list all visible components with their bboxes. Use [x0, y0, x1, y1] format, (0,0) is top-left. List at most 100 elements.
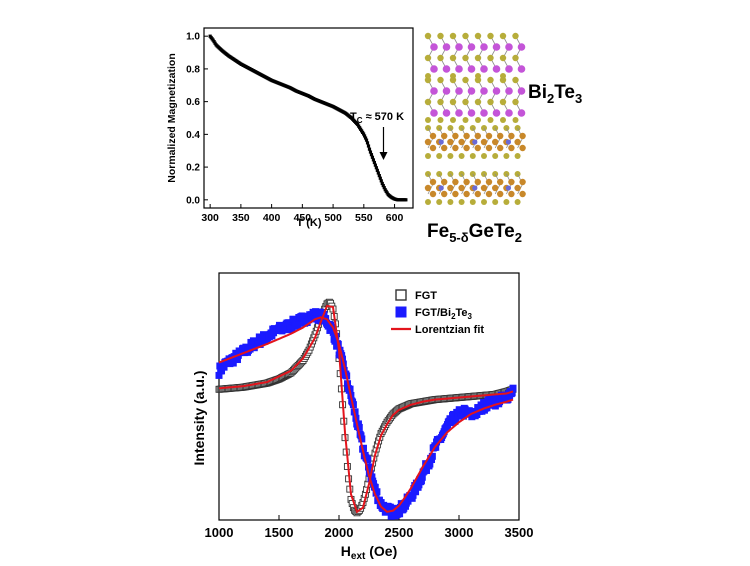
chart2-series [215, 298, 517, 520]
bi-atom [517, 65, 526, 73]
legend-bite-label: FGT/Bi2Te3 [415, 307, 473, 321]
magnetization-chart: 300 350 400 450 500 550 6000.00.20.40.60.81.0 … [166, 27, 414, 229]
chart1-y-axis-label: Normalized Magnetization [166, 53, 178, 183]
chart1-frame [203, 27, 414, 209]
te-atom [469, 199, 476, 205]
chart1-point [383, 188, 387, 192]
te-atom [424, 32, 432, 40]
bi-atom [467, 65, 476, 73]
fe-atom [441, 132, 448, 140]
fgt-bite-point [373, 488, 381, 496]
tc-arrow-head [379, 152, 388, 160]
te-atom [514, 199, 521, 205]
chart1-point [374, 166, 378, 170]
bi-atom [467, 87, 476, 95]
fgt-bite-point [215, 371, 223, 379]
fe-atom [480, 184, 488, 192]
fe-atom [441, 190, 448, 198]
fe-atom [508, 132, 515, 140]
legend-fgt-label: FGT [415, 290, 437, 302]
chart1-y-tick-label: 0.6 [186, 97, 200, 108]
fgt-bite-point [293, 317, 301, 325]
chart2-x-tick-label: 2000 [325, 525, 354, 540]
bi-atom [430, 109, 438, 117]
chart1-ticks: 300 350 400 450 500 550 600 0.0 0.2 0.4 0.6 0.8 1.0 [186, 32, 403, 224]
te-atom [512, 117, 519, 123]
bi-atom [430, 65, 438, 73]
fe-atom [447, 138, 454, 146]
chart1-x-tick-label: 450 [294, 212, 312, 224]
chart2-x-tick-label: 2500 [385, 525, 414, 540]
chart1-points [208, 34, 408, 202]
te-atom [437, 117, 444, 123]
bi-atom [492, 109, 501, 117]
chart1-x-tick-label: 550 [355, 212, 373, 224]
chart1-x-tick-label: 500 [324, 212, 342, 224]
tc-annotation: TC ≈ 570 K [350, 111, 404, 160]
fgt-bite-point [365, 463, 373, 471]
svg-text:TC ≈ 570 K: TC ≈ 570 K [350, 111, 404, 125]
fe-atom [474, 144, 481, 152]
legend-fgt-marker [395, 289, 407, 301]
fgt-bite-point [220, 363, 228, 371]
chart1-point [370, 155, 375, 159]
bi-atom [455, 109, 463, 117]
te-atom [481, 153, 487, 159]
chart1-point [404, 198, 408, 202]
bi-atom [480, 65, 488, 73]
bi2te3-layers [424, 32, 526, 123]
fgt-bite-point [355, 423, 363, 431]
bi-atom [442, 109, 451, 117]
te-atom [499, 32, 507, 40]
te-atom [449, 98, 457, 106]
fe-atom [463, 144, 470, 152]
te-atom [481, 199, 487, 205]
fe-atom [485, 144, 493, 152]
chart1-point [366, 144, 371, 148]
ge-atom [438, 139, 444, 145]
chart1-point [372, 160, 376, 165]
te-atom [437, 54, 444, 62]
chart1-y-tick-label: 1.0 [186, 32, 200, 43]
chart1-y-tick-label: 0.4 [186, 130, 200, 141]
te-atom [475, 117, 481, 123]
fgt-bite-point [366, 469, 374, 477]
bi-atom [517, 87, 526, 95]
te-atom [437, 76, 444, 84]
te-atom [514, 153, 521, 159]
fe-atom [447, 184, 454, 192]
te-atom [462, 54, 469, 62]
fgt-bite-point [508, 389, 516, 397]
chart2-x-tick-label: 1500 [265, 525, 294, 540]
fe-atom [474, 132, 481, 140]
te-atom [462, 98, 469, 106]
fe-atom [485, 178, 493, 186]
chart1-point [368, 150, 373, 154]
fe-atom [514, 138, 521, 146]
fe-atom [424, 184, 432, 192]
bi-atom [492, 87, 501, 95]
bi-atom [430, 87, 438, 95]
bi-atom [480, 87, 488, 95]
te-atom [503, 153, 510, 159]
fe-atom [492, 184, 499, 192]
te-atom [437, 32, 444, 40]
fgt-bite-point [387, 512, 395, 520]
te-atom [512, 98, 519, 106]
chart2-x-tick-label: 1000 [205, 525, 234, 540]
te-atom [424, 76, 432, 84]
fgt-bite-point [412, 488, 420, 496]
te-atom [487, 98, 494, 106]
fe5gete2-layers [424, 125, 526, 205]
fgt-bite-point [459, 412, 467, 420]
fe-atom [441, 144, 448, 152]
bi-atom [467, 109, 476, 117]
te-atom [487, 32, 494, 40]
chart2-x-axis-label: Hext (Oe) [341, 543, 397, 562]
fgt-bite-point [246, 345, 254, 353]
chart1-y-tick-label: 0.2 [186, 163, 200, 174]
chart1-point [377, 174, 381, 178]
te-atom [437, 98, 444, 106]
fe-atom [497, 132, 504, 140]
